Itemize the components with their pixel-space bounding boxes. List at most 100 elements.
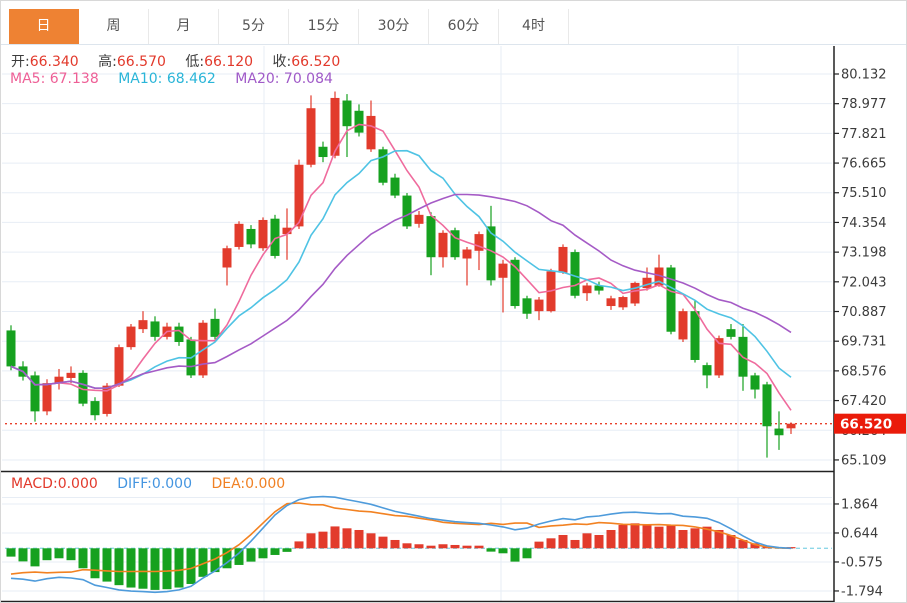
axis-tick-label: 72.043 [841, 275, 887, 290]
candle [78, 370, 88, 407]
macd-bar [126, 548, 136, 588]
macd-bar [474, 545, 484, 549]
tab-4hour[interactable]: 4时 [499, 9, 569, 44]
macd-bar [546, 538, 556, 549]
candle [210, 308, 220, 340]
candle [342, 94, 352, 158]
macd-bar [618, 524, 628, 549]
macd-bar [18, 548, 28, 562]
candle [474, 231, 484, 271]
candle [762, 381, 772, 458]
ma5-label: MA5: [10, 71, 46, 87]
tab-day[interactable]: 日 [9, 9, 79, 44]
macd-bar [210, 548, 220, 573]
macd-bar [330, 526, 340, 549]
candle [438, 230, 448, 268]
gridlines [2, 46, 832, 601]
macd-bar [486, 548, 496, 552]
macd-bar [654, 526, 664, 549]
candle [414, 210, 424, 228]
macd-bar [6, 548, 16, 557]
candle [234, 221, 244, 250]
candle [582, 282, 592, 301]
high-label: 高: [98, 54, 117, 70]
timeframe-tabbar: 日周月 5分 15分 30分 60分 4时 [1, 1, 906, 45]
diff-label: DIFF: [117, 476, 152, 492]
axis-tick-label: -1.794 [841, 584, 883, 599]
candle [270, 214, 280, 259]
ma10-value: 68.462 [166, 71, 216, 87]
candle [354, 104, 364, 137]
axis-tick-label: 0.644 [841, 526, 878, 541]
macd-bar [402, 543, 412, 549]
axis-tick-label: 69.731 [841, 335, 887, 350]
axis-tick-label: 68.576 [841, 364, 887, 379]
candle [666, 264, 676, 335]
candle [138, 311, 148, 334]
tab-30min[interactable]: 30分 [359, 9, 429, 44]
tab-15min[interactable]: 15分 [289, 9, 359, 44]
macd-bar [318, 531, 328, 549]
tab-60min[interactable]: 60分 [429, 9, 499, 44]
macd-bar [582, 533, 592, 549]
current-price-value: 66.520 [840, 417, 892, 433]
candle [630, 281, 640, 307]
candle [498, 259, 508, 313]
candle [30, 371, 40, 422]
ohlc-readout: 开:66.340 高:66.570 低:66.120 收:66.520 [11, 51, 340, 71]
macd-bar [522, 548, 532, 559]
macd-bar [714, 529, 724, 549]
macd-bar [78, 548, 88, 569]
axis-tick-label: 67.420 [841, 394, 887, 409]
macd-bar [66, 548, 76, 561]
open-value: 66.340 [29, 54, 79, 70]
price-y-axis-labels: 80.132 78.977 77.821 76.665 75.510 74.354 73.1… [834, 68, 887, 468]
macd-bar [270, 548, 280, 555]
macd-label: MACD: [11, 476, 58, 492]
low-value: 66.120 [204, 54, 254, 70]
candle [618, 295, 628, 310]
macd-bar [642, 524, 652, 549]
macd-bar [234, 548, 244, 565]
candle [390, 173, 400, 199]
dea-line [10, 502, 792, 575]
macd-bar [90, 548, 100, 579]
axis-tick-label: 75.510 [841, 186, 887, 201]
candlestick-macd-chart[interactable]: 80.132 78.977 77.821 76.665 75.510 74.354 73.1… [1, 45, 907, 603]
ma5-value: 67.138 [49, 71, 99, 87]
macd-bar [342, 528, 352, 549]
candle [690, 300, 700, 363]
macd-bar [366, 533, 376, 549]
macd-bar [306, 533, 316, 549]
candle [726, 324, 736, 340]
macd-bar [702, 526, 712, 549]
macd-bar [282, 548, 292, 552]
macd-bar [246, 548, 256, 562]
tab-5min[interactable]: 5分 [219, 9, 289, 44]
candle [114, 344, 124, 387]
candle [606, 295, 616, 310]
macd-bar [450, 544, 460, 549]
tab-week[interactable]: 周 [79, 9, 149, 44]
low-label: 低: [185, 54, 205, 70]
close-value: 66.520 [291, 54, 341, 70]
macd-bar [378, 536, 388, 549]
candle [522, 295, 532, 319]
candle [402, 192, 412, 229]
tab-month[interactable]: 月 [149, 9, 219, 44]
macd-bar [750, 543, 760, 549]
macd-bar [570, 539, 580, 549]
candle [462, 246, 472, 286]
macd-bar [462, 545, 472, 549]
candle [642, 267, 652, 291]
candle [714, 335, 724, 378]
axis-tick-label: 76.665 [841, 157, 887, 172]
axis-tick-label: 78.977 [841, 97, 887, 112]
macd-readout: MACD:0.000 DIFF:0.000 DEA:0.000 [11, 476, 285, 492]
current-price-badge: 66.520 [834, 413, 906, 434]
axis-tick-label: 65.109 [841, 453, 887, 468]
axis-tick-label: -0.575 [841, 555, 883, 570]
macd-bar [174, 548, 184, 588]
macd-bar [690, 528, 700, 549]
